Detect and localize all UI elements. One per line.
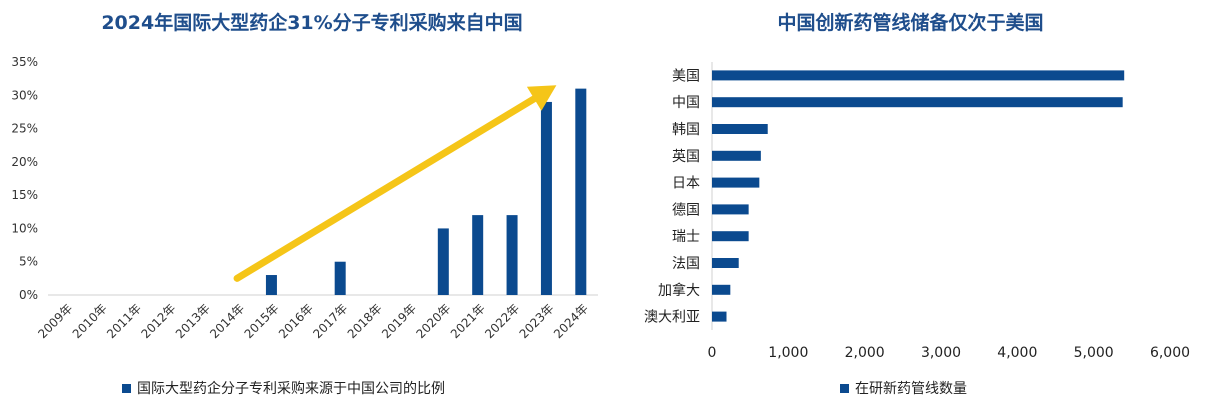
- bar: [712, 70, 1125, 81]
- x-tick-label: 2024年: [551, 301, 591, 341]
- bar: [712, 97, 1123, 108]
- y-tick-label: 德国: [672, 202, 700, 218]
- y-tick-label: 15%: [11, 188, 38, 202]
- bar: [712, 284, 731, 295]
- x-tick-label: 6,000: [1150, 345, 1190, 361]
- x-tick-label: 5,000: [1074, 345, 1114, 361]
- bar: [506, 215, 518, 295]
- x-tick-label: 2009年: [35, 301, 75, 341]
- bar: [712, 258, 739, 268]
- y-tick-label: 韩国: [672, 122, 700, 138]
- bar: [575, 88, 587, 295]
- right-chart-title: 中国创新药管线储备仅次于美国: [777, 12, 1044, 34]
- bar: [712, 311, 727, 322]
- left-legend-swatch: [122, 383, 131, 393]
- right-legend-swatch: [840, 383, 849, 393]
- x-tick-label: 2020年: [413, 301, 453, 341]
- y-tick-label: 10%: [11, 221, 38, 235]
- x-tick-label: 0: [708, 345, 717, 361]
- x-tick-label: 2021年: [448, 301, 488, 341]
- bar: [712, 150, 761, 161]
- x-tick-label: 2014年: [207, 301, 247, 341]
- y-tick-label: 25%: [11, 122, 38, 136]
- right-chart-panel: 中国创新药管线储备仅次于美国 美国中国韩国英国日本德国瑞士法国加拿大澳大利亚 0 1…: [614, 0, 1227, 401]
- x-tick-label: 2022年: [482, 301, 522, 341]
- left-chart-svg: 0%5%10%15%20%25%30%35%2009年2010年2011年201…: [11, 55, 598, 341]
- left-legend-label: 国际大型药企分子专利采购来源于中国公司的比例: [137, 381, 445, 397]
- x-tick-label: 2023年: [517, 301, 557, 341]
- x-tick-label: 2016年: [276, 301, 316, 341]
- x-tick-label: 1,000: [768, 345, 808, 361]
- x-tick-label: 2017年: [310, 301, 350, 341]
- y-tick-label: 0%: [19, 288, 38, 302]
- x-tick-label: 2013年: [173, 301, 213, 341]
- bar: [712, 231, 749, 242]
- y-tick-label: 中国: [672, 95, 700, 111]
- y-tick-label: 20%: [11, 155, 38, 169]
- x-tick-label: 2015年: [242, 301, 282, 341]
- y-tick-label: 35%: [11, 55, 38, 69]
- y-tick-label: 5%: [19, 255, 38, 269]
- right-legend-label: 在研新药管线数量: [855, 381, 967, 397]
- bar: [712, 177, 760, 188]
- left-chart-panel: 2024年国际大型药企31%分子专利采购来自中国 0% 5% 10% 15% 20% 25…: [11, 12, 598, 398]
- y-tick-label: 澳大利亚: [644, 310, 700, 326]
- bar: [437, 228, 449, 295]
- y-tick-label: 法国: [672, 256, 700, 272]
- bar: [265, 275, 277, 295]
- x-tick-label: 2011年: [104, 301, 144, 341]
- y-tick-label: 英国: [672, 148, 700, 165]
- bar: [472, 215, 484, 295]
- left-chart-title: 2024年国际大型药企31%分子专利采购来自中国: [101, 12, 523, 34]
- y-tick-label: 加拿大: [658, 282, 700, 299]
- x-tick-label: 2012年: [138, 301, 178, 341]
- x-tick-label: 4,000: [997, 345, 1037, 361]
- x-tick-label: 2018年: [345, 301, 385, 341]
- bar: [712, 124, 768, 134]
- bar: [540, 101, 552, 295]
- trend-arrow-shaft: [233, 95, 538, 282]
- y-tick-label: 美国: [672, 68, 700, 84]
- bar: [712, 204, 749, 215]
- x-tick-label: 2019年: [379, 301, 419, 341]
- y-tick-label: 日本: [672, 176, 700, 192]
- y-tick-label: 瑞士: [672, 229, 700, 245]
- left-legend: 国际大型药企分子专利采购来源于中国公司的比例: [122, 378, 445, 398]
- right-legend: 在研新药管线数量: [840, 378, 967, 398]
- y-tick-label: 30%: [11, 88, 38, 102]
- x-tick-label: 2010年: [70, 301, 110, 341]
- trend-arrow-head: [526, 85, 557, 111]
- x-tick-label: 2,000: [845, 345, 885, 361]
- x-tick-label: 3,000: [921, 345, 961, 361]
- bar: [334, 261, 346, 295]
